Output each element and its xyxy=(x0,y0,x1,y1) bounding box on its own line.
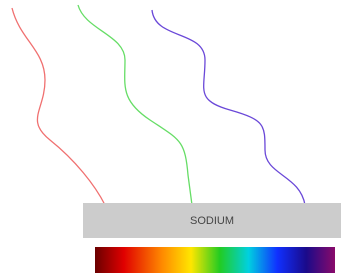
green-wave xyxy=(78,5,192,205)
red-wave xyxy=(12,8,105,205)
purple-wave xyxy=(152,10,305,205)
sodium-label: SODIUM xyxy=(190,215,234,227)
spectrum-bar xyxy=(95,247,335,273)
page: SODIUM (() => { const data = JSON.parse(… xyxy=(0,0,341,277)
diagram: SODIUM xyxy=(0,0,341,277)
